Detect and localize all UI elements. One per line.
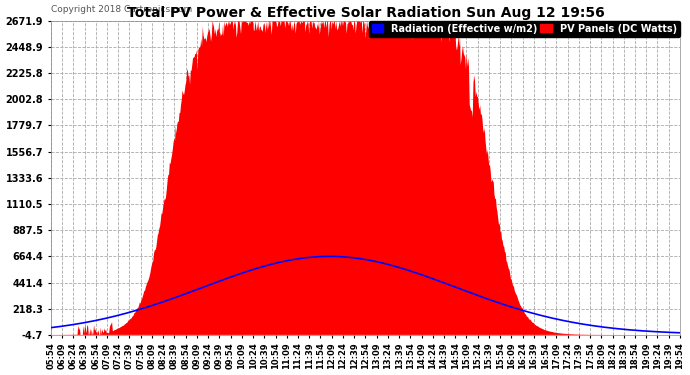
Legend: Radiation (Effective w/m2), PV Panels (DC Watts): Radiation (Effective w/m2), PV Panels (D… [369, 21, 680, 36]
Title: Total PV Power & Effective Solar Radiation Sun Aug 12 19:56: Total PV Power & Effective Solar Radiati… [126, 6, 604, 20]
Text: Copyright 2018 Cartronics.com: Copyright 2018 Cartronics.com [51, 6, 192, 15]
